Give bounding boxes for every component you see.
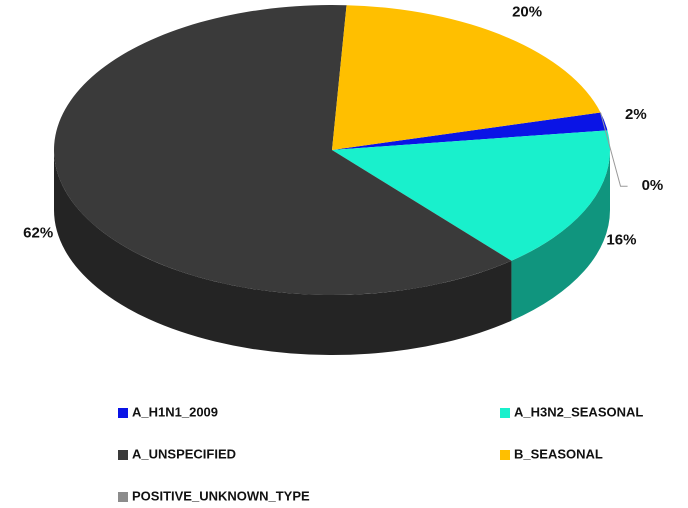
slice xyxy=(332,5,601,151)
legend-label: A_H1N1_2009 xyxy=(132,404,218,419)
legend-label: A_UNSPECIFIED xyxy=(132,446,236,461)
legend-swatch xyxy=(500,408,510,418)
data-label: 62% xyxy=(23,224,53,241)
leader-line xyxy=(600,112,628,187)
legend-swatch xyxy=(500,450,510,460)
slice xyxy=(332,112,608,150)
data-label: 2% xyxy=(625,106,647,123)
slice xyxy=(332,130,610,261)
legend-label: B_SEASONAL xyxy=(514,446,603,461)
slice xyxy=(53,5,512,296)
data-label: 16% xyxy=(606,231,636,248)
slice-side xyxy=(511,150,610,321)
legend-label: A_H3N2_SEASONAL xyxy=(514,404,643,419)
legend-label: POSITIVE_UNKNOWN_TYPE xyxy=(132,488,310,503)
legend-swatch xyxy=(118,450,128,460)
legend-swatch xyxy=(118,492,128,502)
legend-swatch xyxy=(118,408,128,418)
slice-side xyxy=(54,150,512,356)
data-label: 0% xyxy=(642,177,664,194)
data-label: 20% xyxy=(512,3,542,20)
